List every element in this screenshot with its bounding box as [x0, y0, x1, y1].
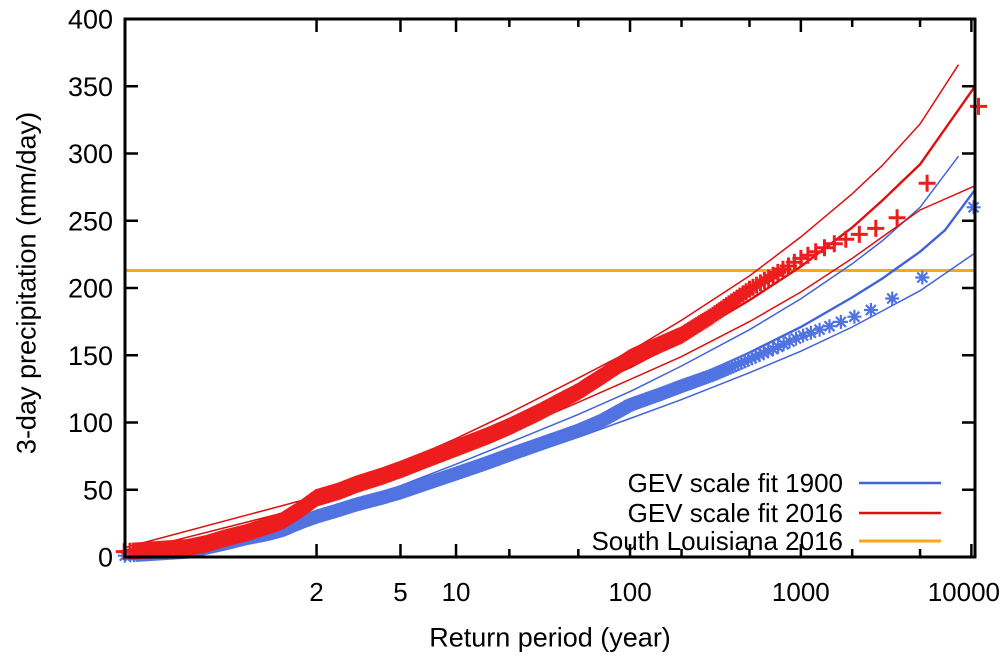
- svg-text:250: 250: [68, 206, 113, 236]
- svg-text:50: 50: [83, 475, 113, 505]
- plot-border: [123, 17, 977, 559]
- observation-markers-2016: [115, 97, 987, 561]
- svg-text:1000: 1000: [772, 577, 830, 607]
- legend-item-gev-1900: GEV scale fit 1900: [627, 468, 843, 498]
- x-axis-title: Return period (year): [429, 622, 671, 653]
- svg-text:100: 100: [68, 408, 113, 438]
- svg-text:100: 100: [608, 577, 651, 607]
- svg-text:350: 350: [68, 72, 113, 102]
- legend-item-south-louisiana-2016: South Louisiana 2016: [591, 526, 843, 556]
- svg-text:300: 300: [68, 139, 113, 169]
- svg-text:400: 400: [68, 5, 113, 35]
- svg-text:10: 10: [442, 577, 471, 607]
- tick-labels: 2 5 10 100 1000 10000 0 50 100 150 200 250 300 350 400: [68, 5, 1000, 608]
- svg-text:10000: 10000: [928, 577, 1000, 607]
- svg-text:0: 0: [98, 543, 113, 573]
- y-axis-title: 3-day precipitation (mm/day): [11, 111, 42, 455]
- legend-item-gev-2016: GEV scale fit 2016: [627, 498, 843, 528]
- svg-text:200: 200: [68, 274, 113, 304]
- svg-text:5: 5: [393, 577, 407, 607]
- svg-text:2: 2: [309, 577, 323, 607]
- svg-text:150: 150: [68, 341, 113, 371]
